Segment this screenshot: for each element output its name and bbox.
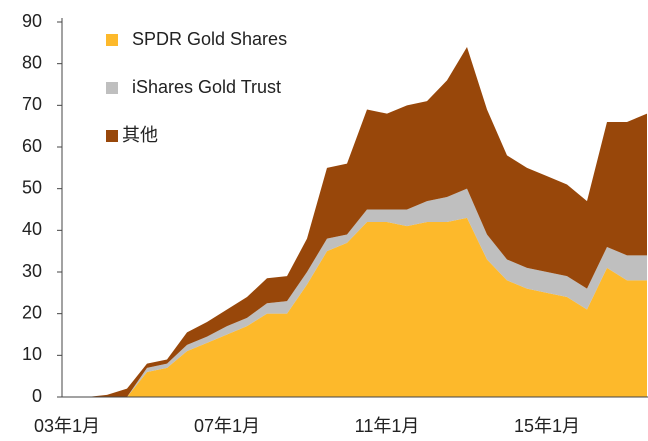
x-tick-label: 03年1月 bbox=[34, 416, 100, 436]
area bbox=[67, 217, 647, 397]
x-tick-label: 11年1月 bbox=[355, 416, 420, 436]
y-tick-label: 70 bbox=[22, 94, 42, 114]
y-tick-label: 90 bbox=[22, 11, 42, 31]
y-tick-label: 30 bbox=[22, 261, 42, 281]
legend-swatch bbox=[106, 130, 118, 142]
y-tick-label: 20 bbox=[22, 302, 42, 322]
legend-label: SPDR Gold Shares bbox=[132, 29, 287, 49]
y-tick-label: 0 bbox=[32, 386, 42, 406]
x-tick-label: 07年1月 bbox=[194, 416, 260, 436]
area bbox=[67, 47, 647, 397]
x-tick-label: 15年1月 bbox=[514, 416, 580, 436]
legend-label: 其他 bbox=[122, 125, 158, 145]
legend-label: iShares Gold Trust bbox=[132, 77, 281, 97]
y-tick-label: 40 bbox=[22, 219, 42, 239]
y-tick-label: 10 bbox=[22, 344, 42, 364]
y-tick-label: 60 bbox=[22, 136, 42, 156]
area bbox=[67, 188, 647, 397]
y-tick-label: 80 bbox=[22, 52, 42, 72]
y-tick-label: 50 bbox=[22, 177, 42, 197]
legend-swatch bbox=[106, 82, 118, 94]
legend-swatch bbox=[106, 34, 118, 46]
